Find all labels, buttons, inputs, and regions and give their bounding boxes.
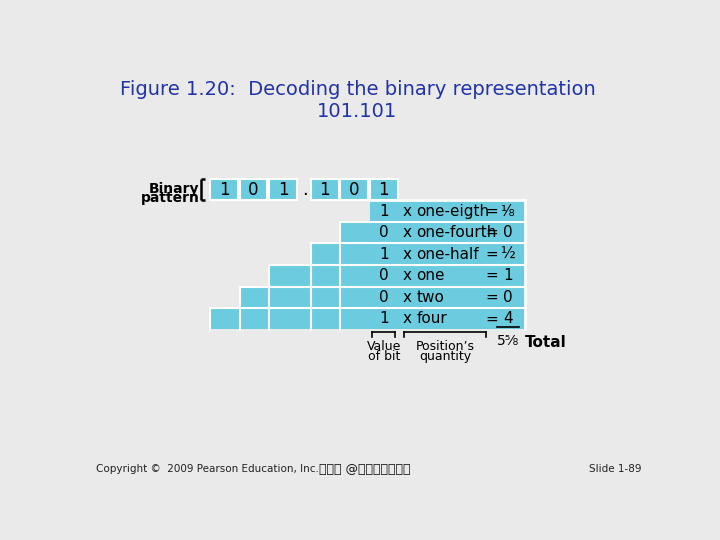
Text: 1: 1: [219, 180, 230, 199]
Text: one-fourth: one-fourth: [416, 225, 497, 240]
Text: of bit: of bit: [367, 350, 400, 363]
Text: Total: Total: [525, 335, 567, 350]
Text: ½: ½: [500, 247, 515, 262]
Text: four: four: [416, 312, 447, 326]
Bar: [269, 179, 297, 200]
Text: 4: 4: [503, 312, 513, 326]
Text: =: =: [486, 247, 498, 262]
Bar: [311, 244, 525, 264]
Bar: [341, 222, 525, 242]
Text: =: =: [486, 204, 498, 219]
Bar: [370, 179, 397, 200]
Bar: [210, 308, 525, 329]
Text: =: =: [486, 312, 498, 326]
Bar: [240, 179, 267, 200]
Bar: [269, 265, 525, 286]
Text: Figure 1.20:  Decoding the binary representation: Figure 1.20: Decoding the binary represe…: [120, 80, 595, 99]
Text: =: =: [486, 268, 498, 284]
Text: Value: Value: [366, 340, 401, 354]
Text: one: one: [416, 268, 445, 284]
Text: x: x: [402, 225, 411, 240]
Text: one-half: one-half: [416, 247, 479, 262]
Text: pattern: pattern: [140, 191, 199, 205]
Text: 0: 0: [379, 268, 389, 284]
Bar: [311, 179, 339, 200]
Text: 0: 0: [379, 290, 389, 305]
Text: 1: 1: [278, 180, 288, 199]
Text: x: x: [402, 268, 411, 284]
Text: 1: 1: [379, 247, 389, 262]
Text: .: .: [302, 180, 307, 199]
Text: 1: 1: [379, 204, 389, 219]
Text: 0: 0: [503, 290, 513, 305]
Text: x: x: [402, 290, 411, 305]
Text: 1: 1: [379, 180, 389, 199]
Text: two: two: [416, 290, 444, 305]
Bar: [341, 179, 368, 200]
Bar: [240, 287, 525, 307]
Text: 0: 0: [349, 180, 359, 199]
Text: quantity: quantity: [419, 350, 471, 363]
Bar: [370, 200, 525, 221]
Text: ¹⁄₈: ¹⁄₈: [500, 204, 515, 219]
Text: 1: 1: [503, 268, 513, 284]
Text: x: x: [402, 204, 411, 219]
Text: one-eigth: one-eigth: [416, 204, 490, 219]
Text: =: =: [486, 225, 498, 240]
Text: 5⁵⁄₈: 5⁵⁄₈: [497, 334, 519, 348]
Text: 1: 1: [379, 312, 389, 326]
Text: 1: 1: [320, 180, 330, 199]
Text: 101.101: 101.101: [318, 102, 397, 121]
Text: Slide 1-89: Slide 1-89: [589, 464, 642, 474]
Text: Position’s: Position’s: [415, 340, 474, 354]
Text: 蔡文能 @交通大學資工系: 蔡文能 @交通大學資工系: [320, 463, 411, 476]
Text: x: x: [402, 247, 411, 262]
Text: 0: 0: [503, 225, 513, 240]
Text: Copyright ©  2009 Pearson Education, Inc.: Copyright © 2009 Pearson Education, Inc.: [96, 464, 319, 474]
Text: =: =: [486, 290, 498, 305]
Text: Binary: Binary: [149, 182, 199, 196]
Text: 0: 0: [248, 180, 258, 199]
Text: 0: 0: [379, 225, 389, 240]
Bar: [210, 179, 238, 200]
Text: x: x: [402, 312, 411, 326]
